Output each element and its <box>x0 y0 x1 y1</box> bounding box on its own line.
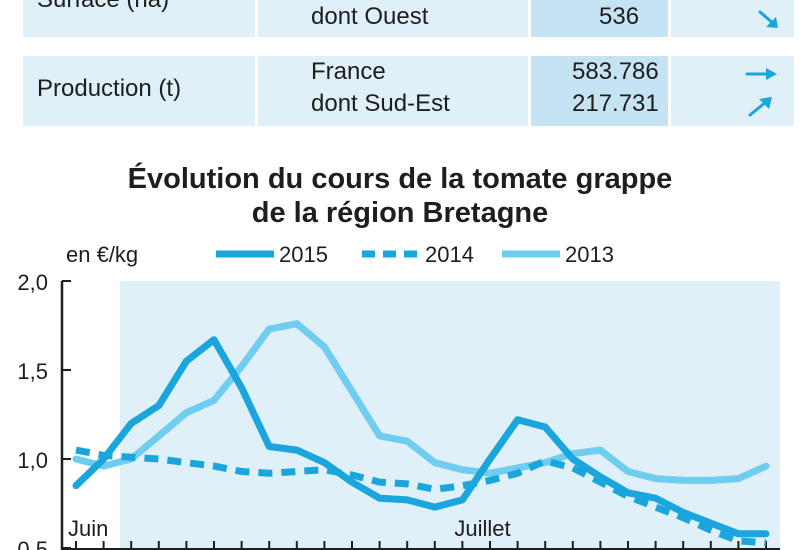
y-tick-label: 1,0 <box>17 448 48 473</box>
value-cell: 583.786 217.731 <box>528 56 671 126</box>
value-label: 583.786 <box>572 58 659 85</box>
trend-down-icon <box>758 10 778 28</box>
trend-cell <box>668 56 797 126</box>
x-tick-label: Juin <box>68 516 108 541</box>
x-tick-label: Juillet <box>454 516 510 541</box>
legend-label-2015: 2015 <box>279 242 328 267</box>
series-line-2015 <box>72 336 770 538</box>
y-tick-label: 1,5 <box>17 359 48 384</box>
table-row-production: Production (t) France dont Sud-Est 583.7… <box>23 56 794 126</box>
region-label: France <box>311 58 386 85</box>
row-label-cell: Surface (ha) <box>23 0 255 37</box>
series-line-2013 <box>72 320 770 484</box>
region-label: dont Sud-Est <box>311 90 450 117</box>
value-cell: 536 <box>528 0 671 37</box>
trend-cell <box>668 0 797 37</box>
production-table: Surface (ha) dont Ouest 536 Production (… <box>0 0 800 126</box>
region-label: dont Ouest <box>311 3 429 30</box>
legend-label-2014: 2014 <box>425 242 474 267</box>
row-label-cell: Production (t) <box>23 56 255 126</box>
y-axis-label: en €/kg <box>66 242 138 267</box>
trend-flat-icon <box>745 68 777 80</box>
region-cell: dont Ouest <box>255 0 529 37</box>
value-label: 536 <box>599 3 640 30</box>
series-line-2014 <box>75 446 767 547</box>
row-label: Production (t) <box>37 75 182 102</box>
value-label: 217.731 <box>572 90 659 117</box>
chart-title-line-1: Évolution du cours de la tomate grappe <box>127 163 673 195</box>
region-cell: France dont Sud-Est <box>255 56 529 126</box>
table-row-surface: Surface (ha) dont Ouest 536 <box>23 0 794 37</box>
legend-label-2013: 2013 <box>565 242 614 267</box>
y-tick-label: 0,5 <box>17 537 48 550</box>
y-tick-label: 2,0 <box>17 270 48 295</box>
row-label: Surface (ha) <box>37 0 169 14</box>
trend-up-icon <box>748 97 772 117</box>
chart-title-line-2: de la région Bretagne <box>251 197 549 229</box>
